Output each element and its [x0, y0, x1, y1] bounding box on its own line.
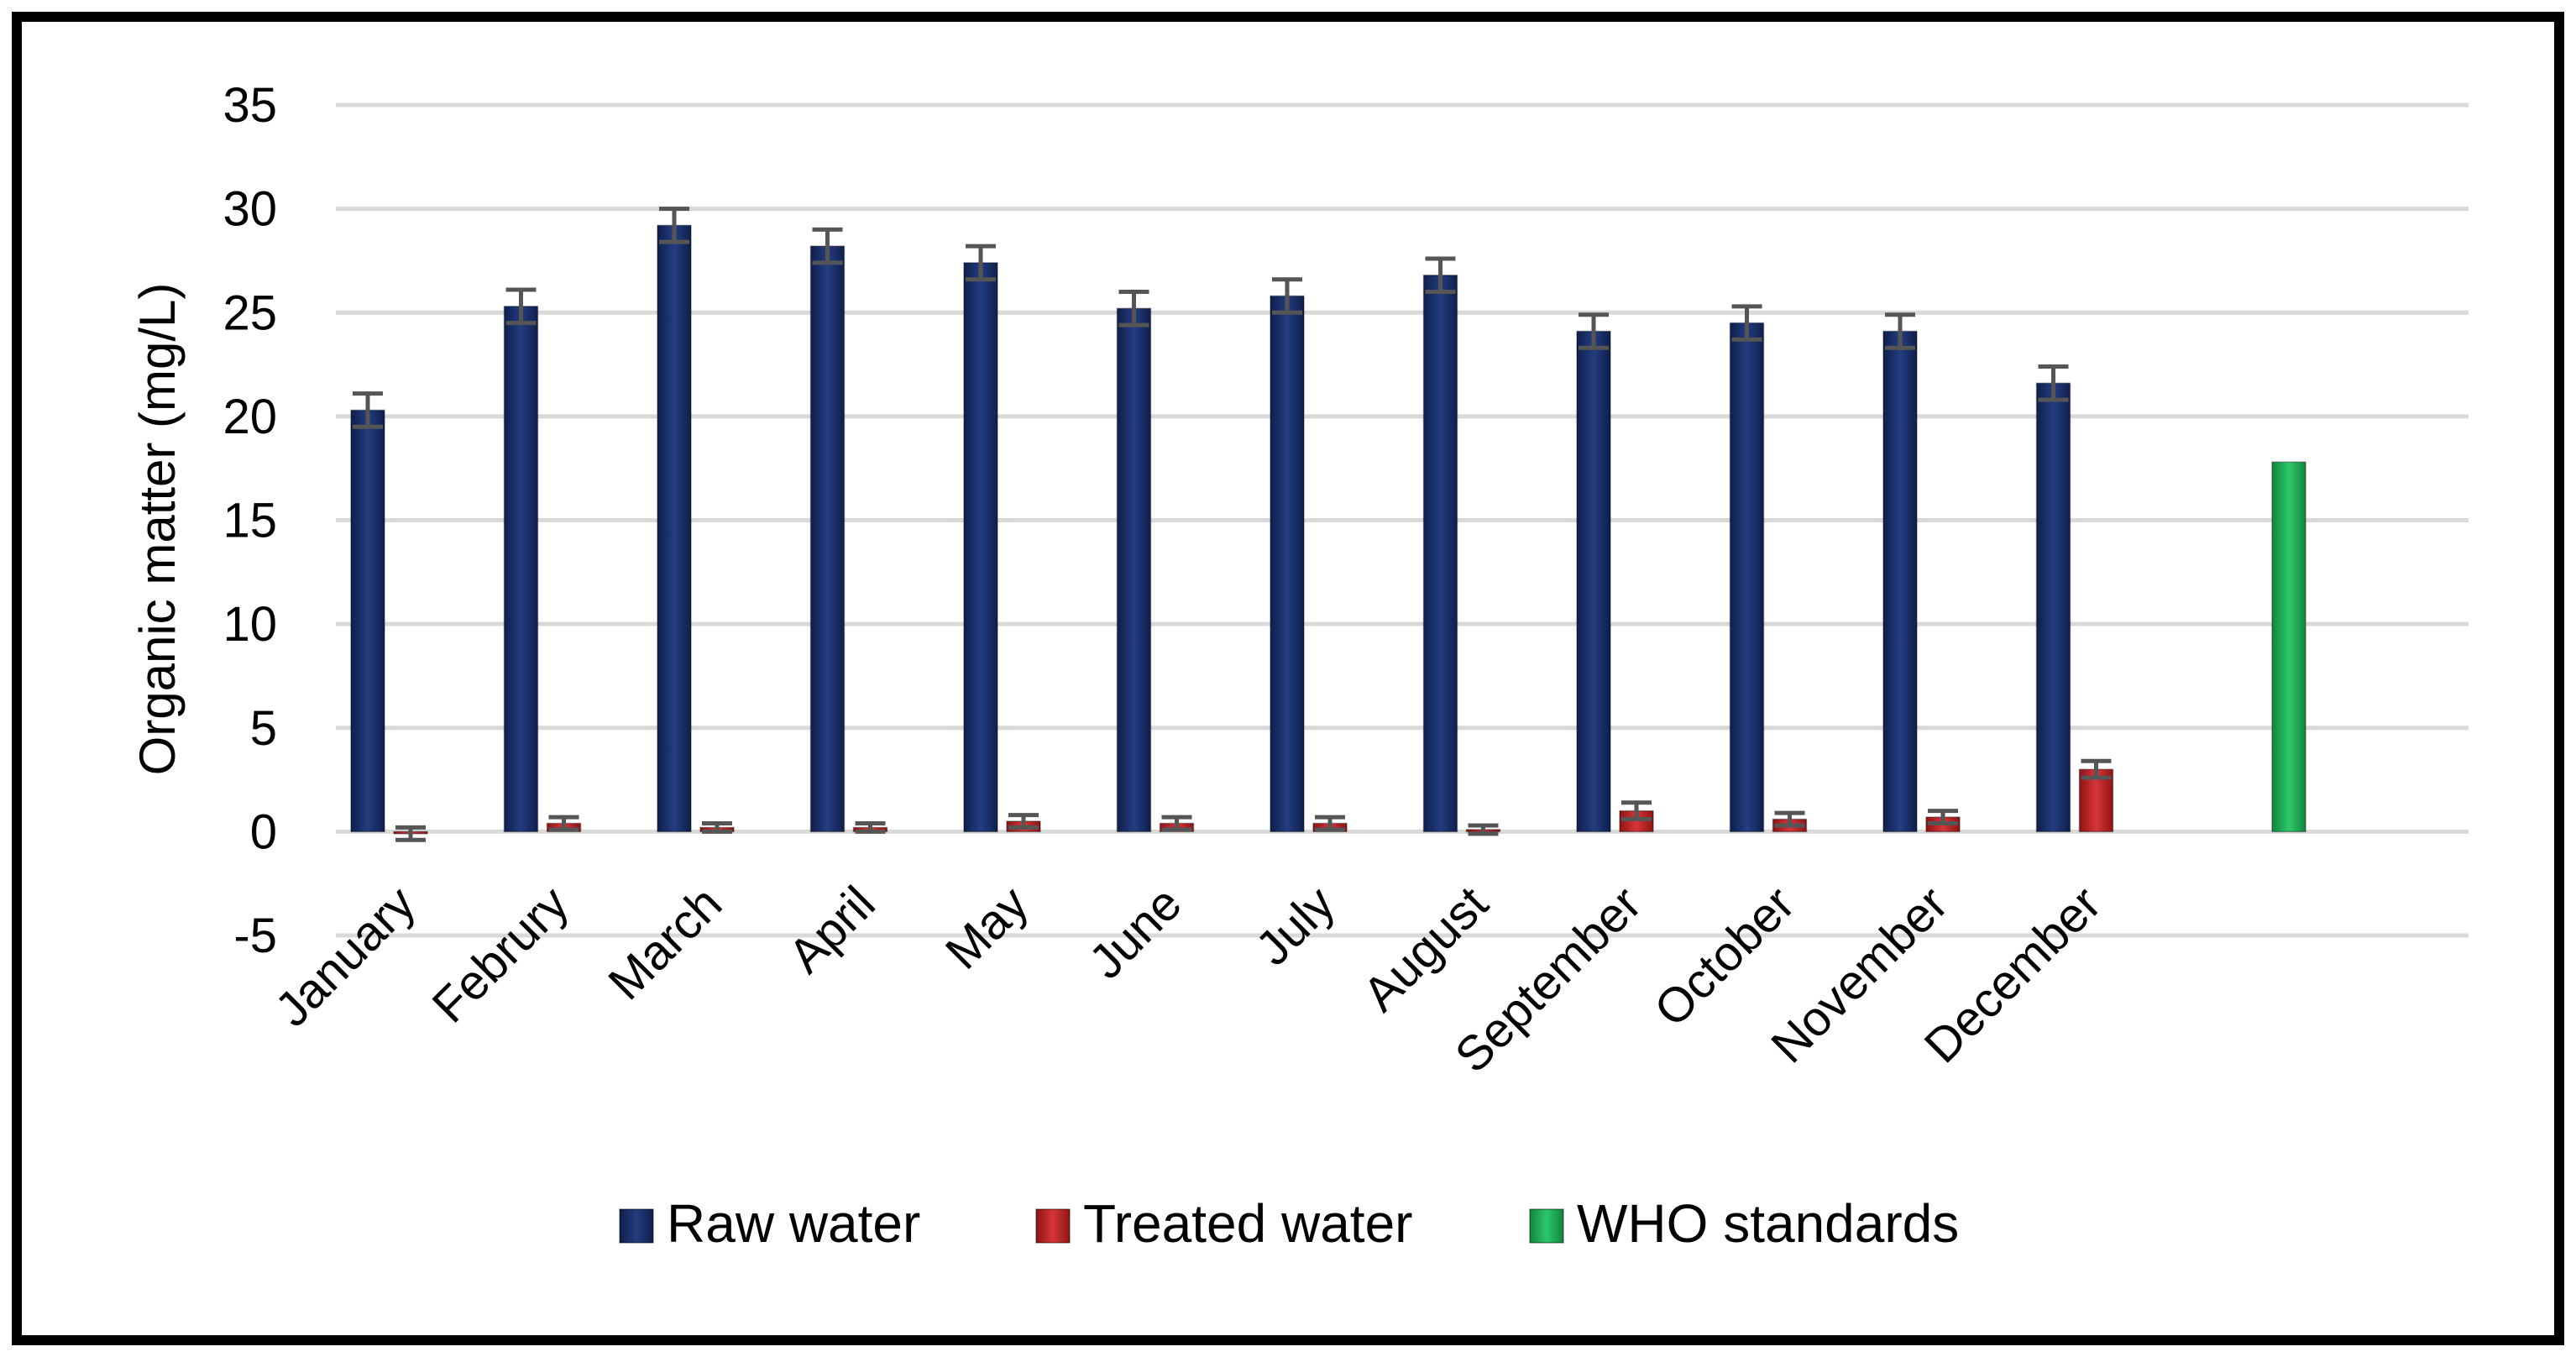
x-tick-label: Februry	[421, 876, 579, 1033]
raw-water-error-bar	[1731, 304, 1762, 342]
legend-swatch	[1529, 1208, 1564, 1244]
raw-water-error-bar	[1885, 312, 1915, 350]
treated-water-error-bar	[855, 820, 886, 834]
legend: Raw water Treated water WHO standards	[619, 1193, 1959, 1254]
raw-water-bar	[1882, 330, 1918, 833]
raw-water-bar	[350, 409, 385, 833]
x-tick-label: August	[1353, 876, 1499, 1022]
y-tick-label: 30	[223, 182, 277, 237]
treated-water-error-bar	[395, 825, 426, 842]
x-tick-label: January	[264, 876, 426, 1037]
raw-water-error-bar	[1425, 256, 1456, 295]
treated-water-error-bar	[2081, 758, 2112, 780]
y-tick-label: 15	[223, 494, 277, 548]
raw-water-error-bar	[353, 391, 383, 429]
treated-water-error-bar	[702, 820, 732, 834]
legend-item: Raw water	[619, 1193, 920, 1254]
y-tick-label: 35	[223, 78, 277, 133]
x-tick-label: March	[598, 876, 732, 1010]
y-tick-label: 5	[250, 701, 277, 756]
raw-water-bar	[503, 306, 539, 833]
treated-water-error-bar	[1315, 815, 1345, 832]
treated-water-error-bar	[1774, 810, 1805, 828]
raw-water-bar	[1576, 330, 1611, 833]
y-tick-label: 0	[250, 804, 277, 859]
raw-water-error-bar	[812, 227, 843, 265]
raw-water-bar	[963, 262, 998, 833]
raw-water-error-bar	[659, 207, 689, 244]
x-tick-label: July	[1245, 876, 1345, 976]
treated-water-error-bar	[548, 815, 579, 832]
raw-water-bar	[1422, 274, 1458, 833]
legend-label: WHO standards	[1577, 1193, 1959, 1254]
x-tick-label: June	[1079, 876, 1192, 989]
gridlines	[336, 102, 2469, 938]
x-tick-label: May	[935, 876, 1039, 979]
treated-water-error-bar	[1468, 823, 1499, 836]
y-tick-label: 10	[223, 597, 277, 652]
legend-swatch	[1035, 1208, 1071, 1244]
bars	[350, 207, 2306, 842]
raw-water-bar	[2035, 382, 2071, 833]
who-standards-bar	[2271, 461, 2306, 833]
treated-water-error-bar	[1621, 800, 1652, 822]
raw-water-bar	[657, 224, 692, 833]
raw-water-error-bar	[505, 287, 537, 326]
treated-water-error-bar	[1928, 809, 1958, 825]
raw-water-error-bar	[1272, 277, 1302, 315]
y-tick-label: 25	[223, 286, 277, 340]
raw-water-bar	[809, 245, 846, 833]
y-axis-title: Organic matter (mg/L)	[129, 283, 186, 776]
legend-item: WHO standards	[1529, 1193, 1959, 1254]
legend-label: Treated water	[1083, 1193, 1412, 1254]
y-tick-label: 20	[223, 390, 277, 444]
treated-water-error-bar	[1008, 813, 1039, 830]
x-tick-label: October	[1644, 876, 1805, 1037]
raw-water-error-bar	[2038, 364, 2069, 402]
raw-water-bar	[1116, 307, 1152, 833]
raw-water-bar	[1270, 295, 1305, 833]
raw-water-error-bar	[1118, 290, 1149, 327]
raw-water-error-bar	[966, 244, 996, 282]
legend-label: Raw water	[667, 1193, 920, 1254]
x-tick-label: April	[778, 876, 886, 983]
y-axis-ticks: -5 0 5 10 15 20 25 30 35	[223, 78, 277, 963]
legend-item: Treated water	[1035, 1193, 1412, 1254]
legend-swatch	[619, 1208, 654, 1244]
y-tick-label: -5	[233, 909, 277, 963]
raw-water-error-bar	[1579, 312, 1609, 350]
raw-water-bar	[1729, 322, 1765, 833]
treated-water-error-bar	[1161, 815, 1192, 832]
